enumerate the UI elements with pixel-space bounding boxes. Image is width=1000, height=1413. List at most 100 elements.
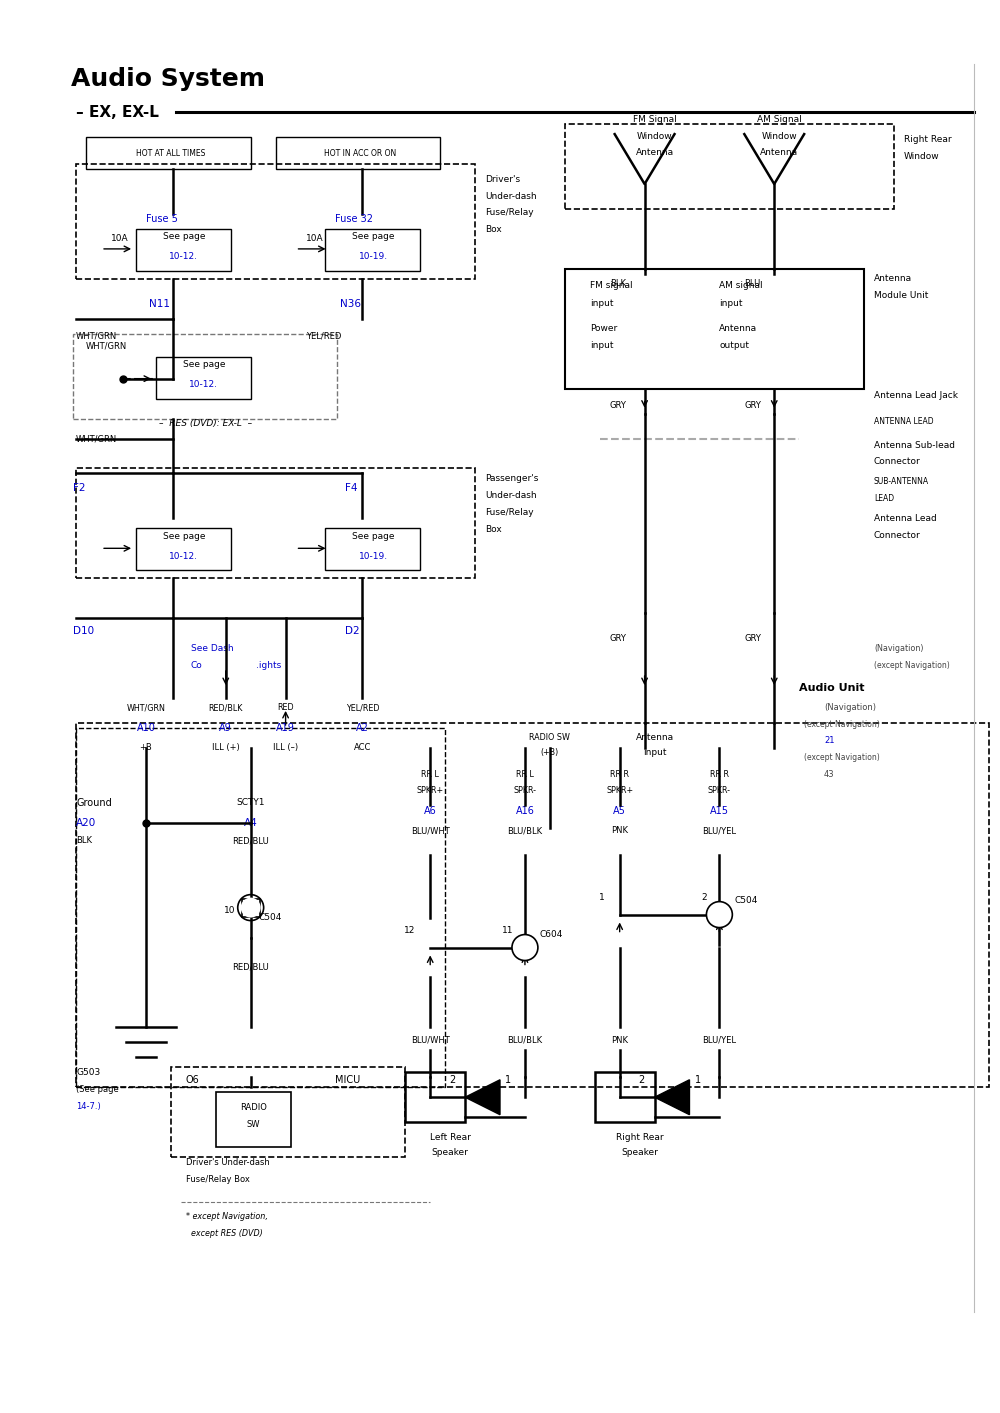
Text: N11: N11 xyxy=(149,298,170,309)
Text: 10A: 10A xyxy=(111,235,129,243)
Text: input: input xyxy=(590,300,613,308)
Text: Driver's: Driver's xyxy=(485,175,520,184)
Text: YEL/RED: YEL/RED xyxy=(306,331,341,341)
Text: RED/BLU: RED/BLU xyxy=(232,836,269,845)
Text: except RES (DVD): except RES (DVD) xyxy=(186,1229,263,1238)
Text: RED: RED xyxy=(277,704,294,712)
Text: Antenna Sub-lead: Antenna Sub-lead xyxy=(874,441,955,449)
Text: BLU/YEL: BLU/YEL xyxy=(702,827,736,835)
Text: Fuse/Relay: Fuse/Relay xyxy=(485,209,534,218)
Text: C504: C504 xyxy=(734,896,758,906)
Text: 10-12.: 10-12. xyxy=(189,380,218,389)
Text: Right Rear: Right Rear xyxy=(904,134,952,144)
Text: A15: A15 xyxy=(710,805,729,815)
Text: SPKR+: SPKR+ xyxy=(606,786,633,796)
Text: Box: Box xyxy=(485,524,502,534)
Bar xyxy=(136,229,231,271)
Text: ACC: ACC xyxy=(354,743,371,752)
Bar xyxy=(325,528,420,571)
Bar xyxy=(565,124,894,209)
Text: Fuse/Relay Box: Fuse/Relay Box xyxy=(186,1174,250,1184)
Text: 2: 2 xyxy=(702,893,707,901)
Text: Audio System: Audio System xyxy=(71,68,265,92)
Text: LEAD: LEAD xyxy=(874,495,894,503)
Text: –  RES (DVD): EX-L  –: – RES (DVD): EX-L – xyxy=(159,420,252,428)
Text: 10A: 10A xyxy=(306,235,323,243)
Text: RR R: RR R xyxy=(710,770,729,780)
Text: RADIO SW: RADIO SW xyxy=(529,733,570,742)
Text: GRY: GRY xyxy=(744,401,761,410)
Text: ILL (–): ILL (–) xyxy=(273,743,298,752)
Bar xyxy=(405,1072,465,1122)
Bar xyxy=(565,268,864,389)
Text: Left Rear: Left Rear xyxy=(430,1133,471,1142)
Text: A4: A4 xyxy=(244,818,258,828)
Text: GRY: GRY xyxy=(610,633,627,643)
Text: F2: F2 xyxy=(73,483,86,493)
Text: BLU/WHT: BLU/WHT xyxy=(411,827,450,835)
Polygon shape xyxy=(465,1080,500,1115)
Text: Antenna: Antenna xyxy=(719,324,758,333)
Text: C604: C604 xyxy=(540,930,563,940)
Text: BLU/BLK: BLU/BLK xyxy=(507,827,542,835)
Polygon shape xyxy=(655,1080,689,1115)
Text: 11: 11 xyxy=(501,926,513,935)
Bar xyxy=(242,899,260,917)
Text: (See page: (See page xyxy=(76,1085,119,1094)
Text: See page: See page xyxy=(352,232,395,242)
Text: Antenna: Antenna xyxy=(874,274,912,284)
Text: A5: A5 xyxy=(613,805,626,815)
Text: Antenna: Antenna xyxy=(636,733,674,742)
Text: SW: SW xyxy=(247,1119,260,1129)
Text: 10-19.: 10-19. xyxy=(359,552,388,561)
Circle shape xyxy=(512,934,538,961)
Text: Connector: Connector xyxy=(874,531,921,540)
Text: Passenger's: Passenger's xyxy=(485,473,538,483)
Text: 1: 1 xyxy=(505,1075,511,1085)
Text: AM signal: AM signal xyxy=(719,281,763,290)
Text: 1: 1 xyxy=(694,1075,701,1085)
Text: – EX, EX-L: – EX, EX-L xyxy=(76,105,159,120)
Text: 2: 2 xyxy=(449,1075,455,1085)
Text: See page: See page xyxy=(163,531,205,541)
Text: 14-7.): 14-7.) xyxy=(76,1102,101,1111)
Text: 10-19.: 10-19. xyxy=(359,253,388,261)
Bar xyxy=(171,1067,405,1157)
Text: RED/BLU: RED/BLU xyxy=(232,964,269,972)
Bar xyxy=(73,333,337,418)
Text: AM Signal: AM Signal xyxy=(757,114,802,124)
Text: Speaker: Speaker xyxy=(621,1147,658,1157)
Text: RADIO: RADIO xyxy=(240,1102,267,1112)
Bar xyxy=(216,1092,291,1147)
Text: YEL/RED: YEL/RED xyxy=(346,704,379,712)
Text: PNK: PNK xyxy=(611,827,628,835)
Text: (except Navigation): (except Navigation) xyxy=(804,753,880,763)
Text: Right Rear: Right Rear xyxy=(616,1133,663,1142)
Circle shape xyxy=(241,897,261,917)
Text: Antenna Lead Jack: Antenna Lead Jack xyxy=(874,391,958,400)
Text: +B: +B xyxy=(140,743,152,752)
Text: Module Unit: Module Unit xyxy=(874,291,928,301)
Circle shape xyxy=(706,901,732,927)
Text: A16: A16 xyxy=(515,805,534,815)
Text: input: input xyxy=(590,341,613,350)
Text: Antenna: Antenna xyxy=(760,147,798,157)
Text: 12: 12 xyxy=(404,926,415,935)
Text: See page: See page xyxy=(352,531,395,541)
Text: output: output xyxy=(719,341,749,350)
Text: (except Navigation): (except Navigation) xyxy=(874,661,950,670)
Text: PNK: PNK xyxy=(611,1036,628,1044)
Text: BLU: BLU xyxy=(744,280,761,288)
Text: D2: D2 xyxy=(345,626,360,636)
Text: 10-12.: 10-12. xyxy=(169,552,198,561)
Text: Window: Window xyxy=(904,151,940,161)
Text: (Navigation): (Navigation) xyxy=(824,704,876,712)
Text: A10: A10 xyxy=(137,723,155,733)
Text: SPKR-: SPKR- xyxy=(708,786,731,796)
Text: WHT/GRN: WHT/GRN xyxy=(127,704,165,712)
Bar xyxy=(276,137,440,170)
Text: HOT AT ALL TIMES: HOT AT ALL TIMES xyxy=(136,148,206,158)
Bar xyxy=(136,528,231,571)
Text: Antenna Lead: Antenna Lead xyxy=(874,514,937,523)
Text: Window: Window xyxy=(761,131,797,141)
